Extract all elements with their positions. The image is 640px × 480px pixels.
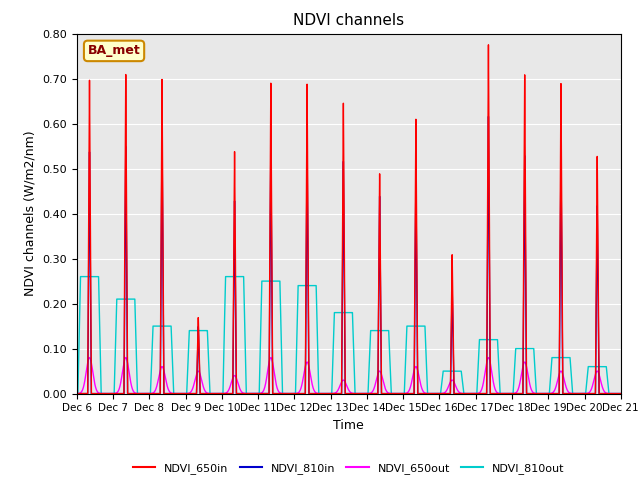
NDVI_650in <box>484 42 492 48</box>
NDVI_650in <box>209 391 216 396</box>
NDVI_650out <box>209 391 216 396</box>
NDVI_810in <box>484 114 492 120</box>
NDVI_650in <box>617 391 625 396</box>
NDVI_650out <box>402 391 410 396</box>
NDVI_650in <box>463 391 470 396</box>
NDVI_810out <box>209 391 216 396</box>
Line: NDVI_650in: NDVI_650in <box>77 45 621 394</box>
NDVI_810out <box>402 350 410 356</box>
NDVI_650out <box>73 391 81 396</box>
Legend: NDVI_650in, NDVI_810in, NDVI_650out, NDVI_810out: NDVI_650in, NDVI_810in, NDVI_650out, NDV… <box>129 458 569 478</box>
NDVI_810in <box>402 391 410 396</box>
NDVI_810out <box>73 391 81 396</box>
NDVI_810in <box>463 391 470 396</box>
NDVI_810in <box>582 391 589 396</box>
NDVI_810in <box>330 391 338 396</box>
NDVI_650out <box>463 391 470 396</box>
NDVI_650in <box>582 391 589 396</box>
NDVI_810out <box>422 352 430 358</box>
NDVI_810out <box>582 391 589 396</box>
NDVI_650out <box>267 355 275 360</box>
Line: NDVI_810in: NDVI_810in <box>77 117 621 394</box>
NDVI_650in <box>402 391 410 396</box>
X-axis label: Time: Time <box>333 419 364 432</box>
NDVI_810out <box>77 274 84 279</box>
NDVI_650in <box>330 391 338 396</box>
Text: BA_met: BA_met <box>88 44 140 58</box>
NDVI_810in <box>422 391 430 396</box>
Title: NDVI channels: NDVI channels <box>293 13 404 28</box>
NDVI_650out <box>617 391 625 396</box>
NDVI_650in <box>422 391 430 396</box>
Y-axis label: NDVI channels (W/m2/nm): NDVI channels (W/m2/nm) <box>24 131 36 297</box>
Line: NDVI_650out: NDVI_650out <box>77 358 621 394</box>
NDVI_650out <box>422 391 430 396</box>
NDVI_650in <box>73 391 81 396</box>
Line: NDVI_810out: NDVI_810out <box>77 276 621 394</box>
NDVI_810out <box>463 391 470 396</box>
NDVI_810out <box>617 391 625 396</box>
NDVI_650out <box>330 390 338 396</box>
NDVI_810in <box>73 391 81 396</box>
NDVI_810out <box>330 315 338 321</box>
NDVI_810in <box>209 391 216 396</box>
NDVI_810in <box>617 391 625 396</box>
NDVI_650out <box>582 391 589 396</box>
